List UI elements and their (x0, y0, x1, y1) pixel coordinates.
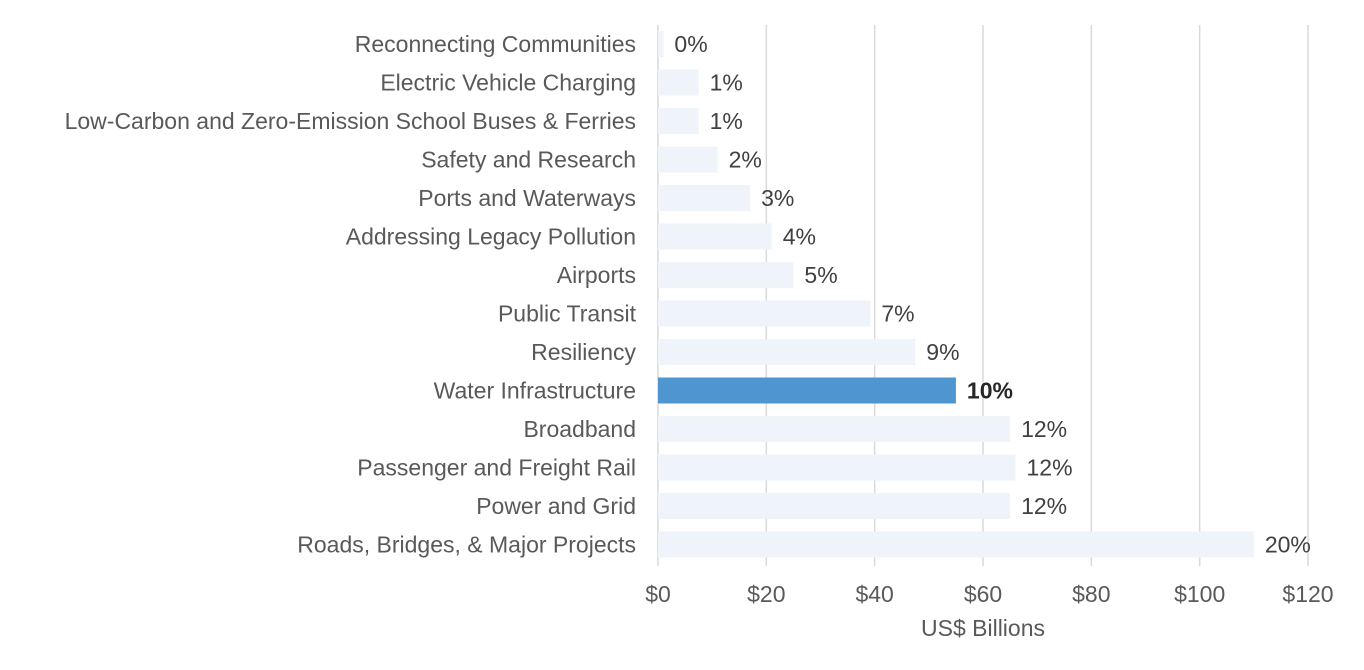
x-tick-label-2: $40 (855, 581, 893, 607)
bars (658, 31, 1254, 558)
x-tick-label-1: $20 (747, 581, 785, 607)
data-label-3: 2% (729, 147, 762, 173)
category-label-8: Resiliency (531, 339, 636, 365)
bar-6 (658, 262, 794, 288)
data-label-12: 12% (1021, 493, 1067, 519)
category-label-12: Power and Grid (476, 493, 636, 519)
x-axis-title: US$ Billions (921, 615, 1045, 641)
bar-9 (658, 377, 956, 404)
category-label-2: Low-Carbon and Zero-Emission School Buse… (65, 108, 636, 134)
bar-4 (658, 185, 751, 211)
category-label-5: Addressing Legacy Pollution (346, 224, 636, 250)
x-tick-label-0: $0 (645, 581, 671, 607)
x-tick-label-3: $60 (964, 581, 1002, 607)
category-labels: Reconnecting Communities Electric Vehicle… (65, 31, 637, 558)
bar-13 (658, 531, 1254, 558)
bar-3 (658, 146, 718, 173)
data-label-1: 1% (710, 70, 743, 96)
data-labels: 0%1%1%2%3%4%5%7%9%10%12%12%12%20% (674, 31, 1310, 558)
x-tick-label-4: $80 (1072, 581, 1110, 607)
data-label-5: 4% (783, 224, 816, 250)
data-label-10: 12% (1021, 416, 1067, 442)
bar-0 (658, 31, 664, 57)
data-label-4: 3% (761, 185, 794, 211)
data-label-13: 20% (1265, 532, 1311, 558)
category-label-4: Ports and Waterways (418, 185, 636, 211)
category-label-13: Roads, Bridges, & Major Projects (297, 532, 636, 558)
x-tick-label-5: $100 (1174, 581, 1225, 607)
data-label-7: 7% (881, 301, 914, 327)
gridlines (657, 25, 1309, 566)
category-label-9: Water Infrastructure (434, 378, 636, 404)
category-label-3: Safety and Research (421, 147, 636, 173)
data-label-8: 9% (926, 339, 959, 365)
data-label-6: 5% (804, 262, 837, 288)
category-label-0: Reconnecting Communities (355, 31, 636, 57)
bar-5 (658, 223, 772, 250)
category-label-10: Broadband (523, 416, 636, 442)
bar-1 (658, 69, 699, 96)
bar-11 (658, 454, 1016, 481)
bar-2 (658, 108, 699, 134)
bar-7 (658, 300, 871, 327)
category-label-1: Electric Vehicle Charging (380, 70, 636, 96)
bar-8 (658, 339, 916, 365)
category-label-6: Airports (557, 262, 636, 288)
x-tick-label-6: $120 (1282, 581, 1333, 607)
data-label-2: 1% (710, 108, 743, 134)
category-label-7: Public Transit (498, 301, 637, 327)
data-label-0: 0% (674, 31, 707, 57)
bar-10 (658, 416, 1011, 442)
x-tick-labels: $0 $20 $40 $60 $80 $100 $120 (645, 581, 1333, 607)
category-label-11: Passenger and Freight Rail (357, 455, 636, 481)
data-label-9: 10% (967, 378, 1013, 404)
bar-12 (658, 493, 1011, 519)
data-label-11: 12% (1027, 455, 1073, 481)
